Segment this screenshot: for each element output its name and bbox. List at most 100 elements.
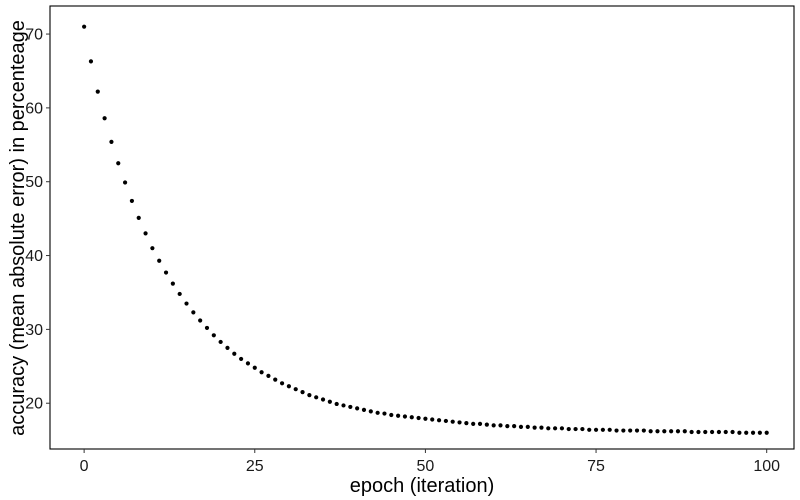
data-point xyxy=(218,339,223,345)
data-point xyxy=(184,301,189,306)
x-tick-label: 75 xyxy=(587,458,605,475)
data-point xyxy=(464,421,469,426)
data-point xyxy=(396,413,401,418)
data-point xyxy=(198,318,203,323)
data-point xyxy=(116,161,121,166)
data-point xyxy=(416,415,421,421)
y-tick-label: 20 xyxy=(25,396,43,413)
data-point xyxy=(109,139,114,144)
data-point xyxy=(566,426,571,432)
data-point xyxy=(95,89,100,94)
x-tick-label: 100 xyxy=(753,458,780,475)
data-point xyxy=(170,281,175,286)
data-point xyxy=(361,407,367,412)
data-point xyxy=(143,231,148,236)
data-point xyxy=(129,198,135,204)
data-point xyxy=(327,399,332,404)
data-point xyxy=(382,411,387,416)
data-point xyxy=(389,412,394,418)
data-point xyxy=(593,427,599,432)
data-point xyxy=(696,429,701,435)
data-point xyxy=(505,424,510,429)
data-point xyxy=(477,421,483,426)
data-point xyxy=(334,401,339,407)
data-point xyxy=(225,345,230,350)
x-axis: 0 25 50 75 100 xyxy=(80,449,780,475)
data-point xyxy=(355,406,360,411)
data-point xyxy=(191,310,196,315)
data-point xyxy=(136,215,141,221)
data-point xyxy=(764,430,769,435)
data-point xyxy=(532,425,537,430)
data-point xyxy=(402,414,408,419)
data-point xyxy=(709,429,715,435)
data-point xyxy=(430,417,435,422)
data-point xyxy=(750,430,756,435)
data-point xyxy=(266,373,271,379)
data-point xyxy=(211,333,216,338)
data-point xyxy=(628,428,633,433)
data-point xyxy=(607,427,612,432)
x-tick-label: 50 xyxy=(417,458,435,475)
data-point xyxy=(669,429,674,434)
data-point xyxy=(409,415,414,420)
data-point xyxy=(525,424,530,429)
data-point xyxy=(662,429,667,434)
data-point xyxy=(744,430,749,435)
data-point xyxy=(320,397,326,402)
data-point xyxy=(580,426,585,432)
data-point xyxy=(375,410,380,415)
data-point xyxy=(368,409,373,414)
data-point xyxy=(232,351,237,356)
data-point xyxy=(600,427,605,432)
data-point xyxy=(293,387,298,392)
data-point xyxy=(546,426,551,431)
data-point xyxy=(757,430,762,435)
data-point xyxy=(163,270,169,275)
data-point xyxy=(245,361,251,366)
data-point xyxy=(252,365,257,370)
data-point xyxy=(553,426,558,431)
data-point xyxy=(102,116,107,121)
data-point xyxy=(559,426,565,431)
data-point xyxy=(204,325,210,331)
data-point xyxy=(450,419,455,424)
data-point xyxy=(88,59,94,64)
data-point xyxy=(443,418,448,424)
y-tick-label: 70 xyxy=(25,27,43,44)
data-point xyxy=(730,429,735,435)
data-point xyxy=(573,426,578,432)
data-point xyxy=(723,429,728,435)
data-point xyxy=(341,403,346,408)
data-point xyxy=(518,424,524,429)
data-point xyxy=(259,370,264,375)
data-points xyxy=(82,24,769,435)
data-point xyxy=(689,429,694,435)
data-point xyxy=(641,428,646,433)
data-point xyxy=(286,384,291,389)
data-point xyxy=(273,377,278,382)
data-point xyxy=(655,429,660,434)
data-point xyxy=(314,395,319,400)
y-axis: 20 30 40 50 60 70 xyxy=(25,27,50,413)
data-point xyxy=(150,246,155,251)
y-tick-label: 50 xyxy=(25,174,43,191)
data-point xyxy=(648,429,653,434)
data-point xyxy=(512,424,517,429)
data-point xyxy=(498,423,503,428)
data-point xyxy=(587,427,592,432)
data-point xyxy=(457,420,462,425)
data-point xyxy=(436,418,442,423)
data-point xyxy=(737,430,742,435)
y-tick-label: 40 xyxy=(25,248,43,265)
data-point xyxy=(423,416,428,421)
y-tick-label: 30 xyxy=(25,322,43,339)
x-axis-title: epoch (iteration) xyxy=(350,475,495,497)
data-point xyxy=(471,421,476,426)
data-point xyxy=(682,429,687,434)
data-point xyxy=(239,356,244,362)
data-point xyxy=(491,423,496,428)
y-axis-title: accuracy (mean absolute error) in percen… xyxy=(7,20,29,436)
data-point xyxy=(634,428,640,433)
